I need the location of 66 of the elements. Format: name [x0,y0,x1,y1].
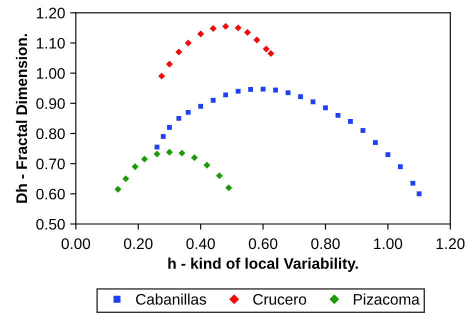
point [348,119,353,124]
point [267,50,274,57]
point [225,184,232,192]
point [360,128,366,133]
point [166,148,173,156]
point [416,191,422,196]
x-tick-label: 0.40 [186,238,215,250]
point [210,98,216,103]
point [176,116,182,121]
point [310,99,316,104]
x-tick-label: 0.20 [124,238,153,250]
point [260,86,266,92]
y-tick-label: 0.70 [36,158,65,170]
legend-label: Cabanillas [136,294,206,305]
point [262,46,270,52]
point [167,125,172,130]
y-tick-label: 0.60 [36,188,65,200]
point [234,24,242,32]
point [154,150,160,158]
point [160,134,166,139]
point [373,140,378,145]
x-tick-label: 0.00 [62,238,90,250]
point [222,22,230,30]
point [186,110,191,115]
legend-label: Pizacoma [354,294,420,305]
point [132,163,139,170]
x-axis-title: h - kind of local Variability. [168,258,358,272]
y-tick-label: 0.50 [36,218,65,230]
point [158,72,166,80]
point [114,186,122,193]
point [286,90,290,96]
y-tick-label: 1.10 [36,38,65,49]
point [197,30,204,38]
point [216,172,223,180]
point [398,164,403,170]
point [166,60,173,68]
point [154,144,160,150]
x-tick-label: 1.20 [436,238,465,250]
point [244,29,251,36]
y-tick-label: 0.90 [36,98,65,109]
point [323,105,328,110]
y-axis-title: Dh - Fractal Dimension. [16,34,28,203]
y-tick-label: 0.80 [36,128,65,140]
legend-label: Crucero [253,294,306,305]
point [178,150,186,156]
point [184,40,192,46]
point [175,48,182,56]
point [273,88,278,92]
y-tick-label: 1.20 [36,8,65,18]
x-tick-label: 0.80 [311,238,340,250]
x-tick-label: 1.00 [374,238,402,250]
y-tick-label: 1.00 [36,68,65,79]
point [210,25,217,32]
point [298,94,303,100]
point [385,152,390,158]
point [336,112,340,118]
point [204,162,210,169]
point [122,175,130,182]
x-tick-label: 0.60 [248,238,278,250]
point [236,88,241,94]
point [410,180,416,186]
point [223,92,228,98]
point [248,87,253,92]
point [191,154,198,162]
point [253,36,260,44]
point [141,156,148,163]
